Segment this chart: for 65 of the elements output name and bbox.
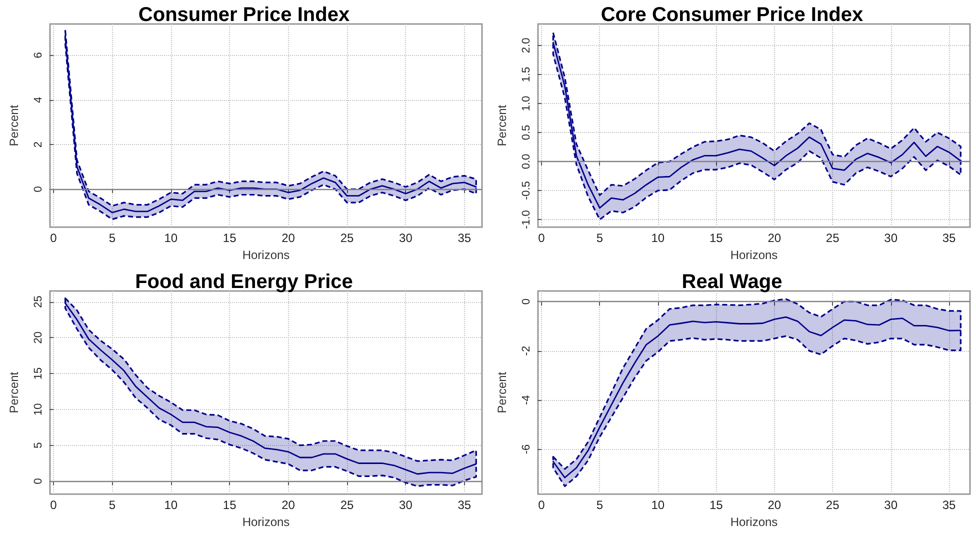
chart-title: Consumer Price Index xyxy=(138,4,350,26)
x-tick-label: 0 xyxy=(538,231,546,246)
y-axis-title: Percent xyxy=(7,104,21,146)
x-axis-title: Horizons xyxy=(730,515,778,529)
y-tick-label: 5 xyxy=(32,442,44,448)
y-tick-label: 25 xyxy=(32,296,44,308)
x-tick-label: 30 xyxy=(399,498,413,512)
y-tick-label: 1.0 xyxy=(520,96,532,112)
y-tick-label: -1.0 xyxy=(520,210,532,230)
x-tick-label: 35 xyxy=(458,231,472,246)
x-tick-label: 0 xyxy=(50,498,58,512)
y-tick-label: 0 xyxy=(520,298,532,305)
x-axis-title: Horizons xyxy=(730,248,778,262)
y-tick-label: -0.5 xyxy=(520,181,532,200)
x-tick-label: 20 xyxy=(768,231,782,246)
y-tick-label: 6 xyxy=(32,52,44,58)
x-tick-label: 0 xyxy=(50,231,58,246)
y-tick-label: 15 xyxy=(32,367,44,380)
x-tick-label: 10 xyxy=(651,498,665,512)
chart-title: Core Consumer Price Index xyxy=(600,4,864,26)
chart-title: Real Wage xyxy=(682,271,782,293)
x-tick-label: 20 xyxy=(768,498,782,512)
y-tick-label: 2 xyxy=(32,141,44,148)
y-tick-label: 0.5 xyxy=(520,124,532,140)
x-tick-label: 5 xyxy=(108,498,116,512)
x-tick-label: 15 xyxy=(709,231,724,246)
y-tick-label: 2.0 xyxy=(520,38,532,54)
y-tick-label: 4 xyxy=(32,96,44,103)
x-tick-label: 30 xyxy=(399,231,413,246)
y-tick-label: -4 xyxy=(520,395,532,405)
x-tick-label: 35 xyxy=(458,498,472,512)
y-tick-label: 0 xyxy=(32,478,44,484)
y-tick-label: 1.5 xyxy=(520,66,532,82)
x-tick-label: 30 xyxy=(884,231,898,246)
x-tick-label: 10 xyxy=(651,231,665,246)
x-tick-label: 30 xyxy=(884,498,898,512)
x-tick-label: 35 xyxy=(942,498,956,512)
chart-title: Food and Energy Price xyxy=(135,271,353,293)
x-tick-label: 5 xyxy=(596,498,604,512)
x-tick-label: 15 xyxy=(222,498,237,512)
x-tick-label: 5 xyxy=(108,231,116,246)
x-tick-label: 25 xyxy=(826,498,840,512)
x-tick-label: 25 xyxy=(340,231,354,246)
x-tick-label: 5 xyxy=(596,231,604,246)
x-axis-title: Horizons xyxy=(242,248,290,262)
y-tick-label: 20 xyxy=(32,332,44,344)
y-axis-title: Percent xyxy=(495,371,509,414)
x-tick-label: 25 xyxy=(826,231,840,246)
y-tick-label: 0 xyxy=(32,186,44,192)
x-axis-title: Horizons xyxy=(242,515,290,529)
x-tick-label: 10 xyxy=(164,231,178,246)
y-axis-title: Percent xyxy=(7,371,21,414)
x-tick-label: 15 xyxy=(709,498,724,512)
x-tick-label: 0 xyxy=(538,498,546,512)
y-tick-label: 0.0 xyxy=(520,154,532,170)
x-tick-label: 15 xyxy=(222,231,237,246)
x-tick-label: 35 xyxy=(942,231,956,246)
y-tick-label: -6 xyxy=(520,444,532,454)
x-tick-label: 20 xyxy=(282,498,296,512)
y-tick-label: 10 xyxy=(32,403,44,416)
x-tick-label: 25 xyxy=(340,498,354,512)
y-tick-label: -2 xyxy=(520,346,532,356)
x-tick-label: 10 xyxy=(164,498,178,512)
y-axis-title: Percent xyxy=(495,104,509,146)
x-tick-label: 20 xyxy=(282,231,296,246)
